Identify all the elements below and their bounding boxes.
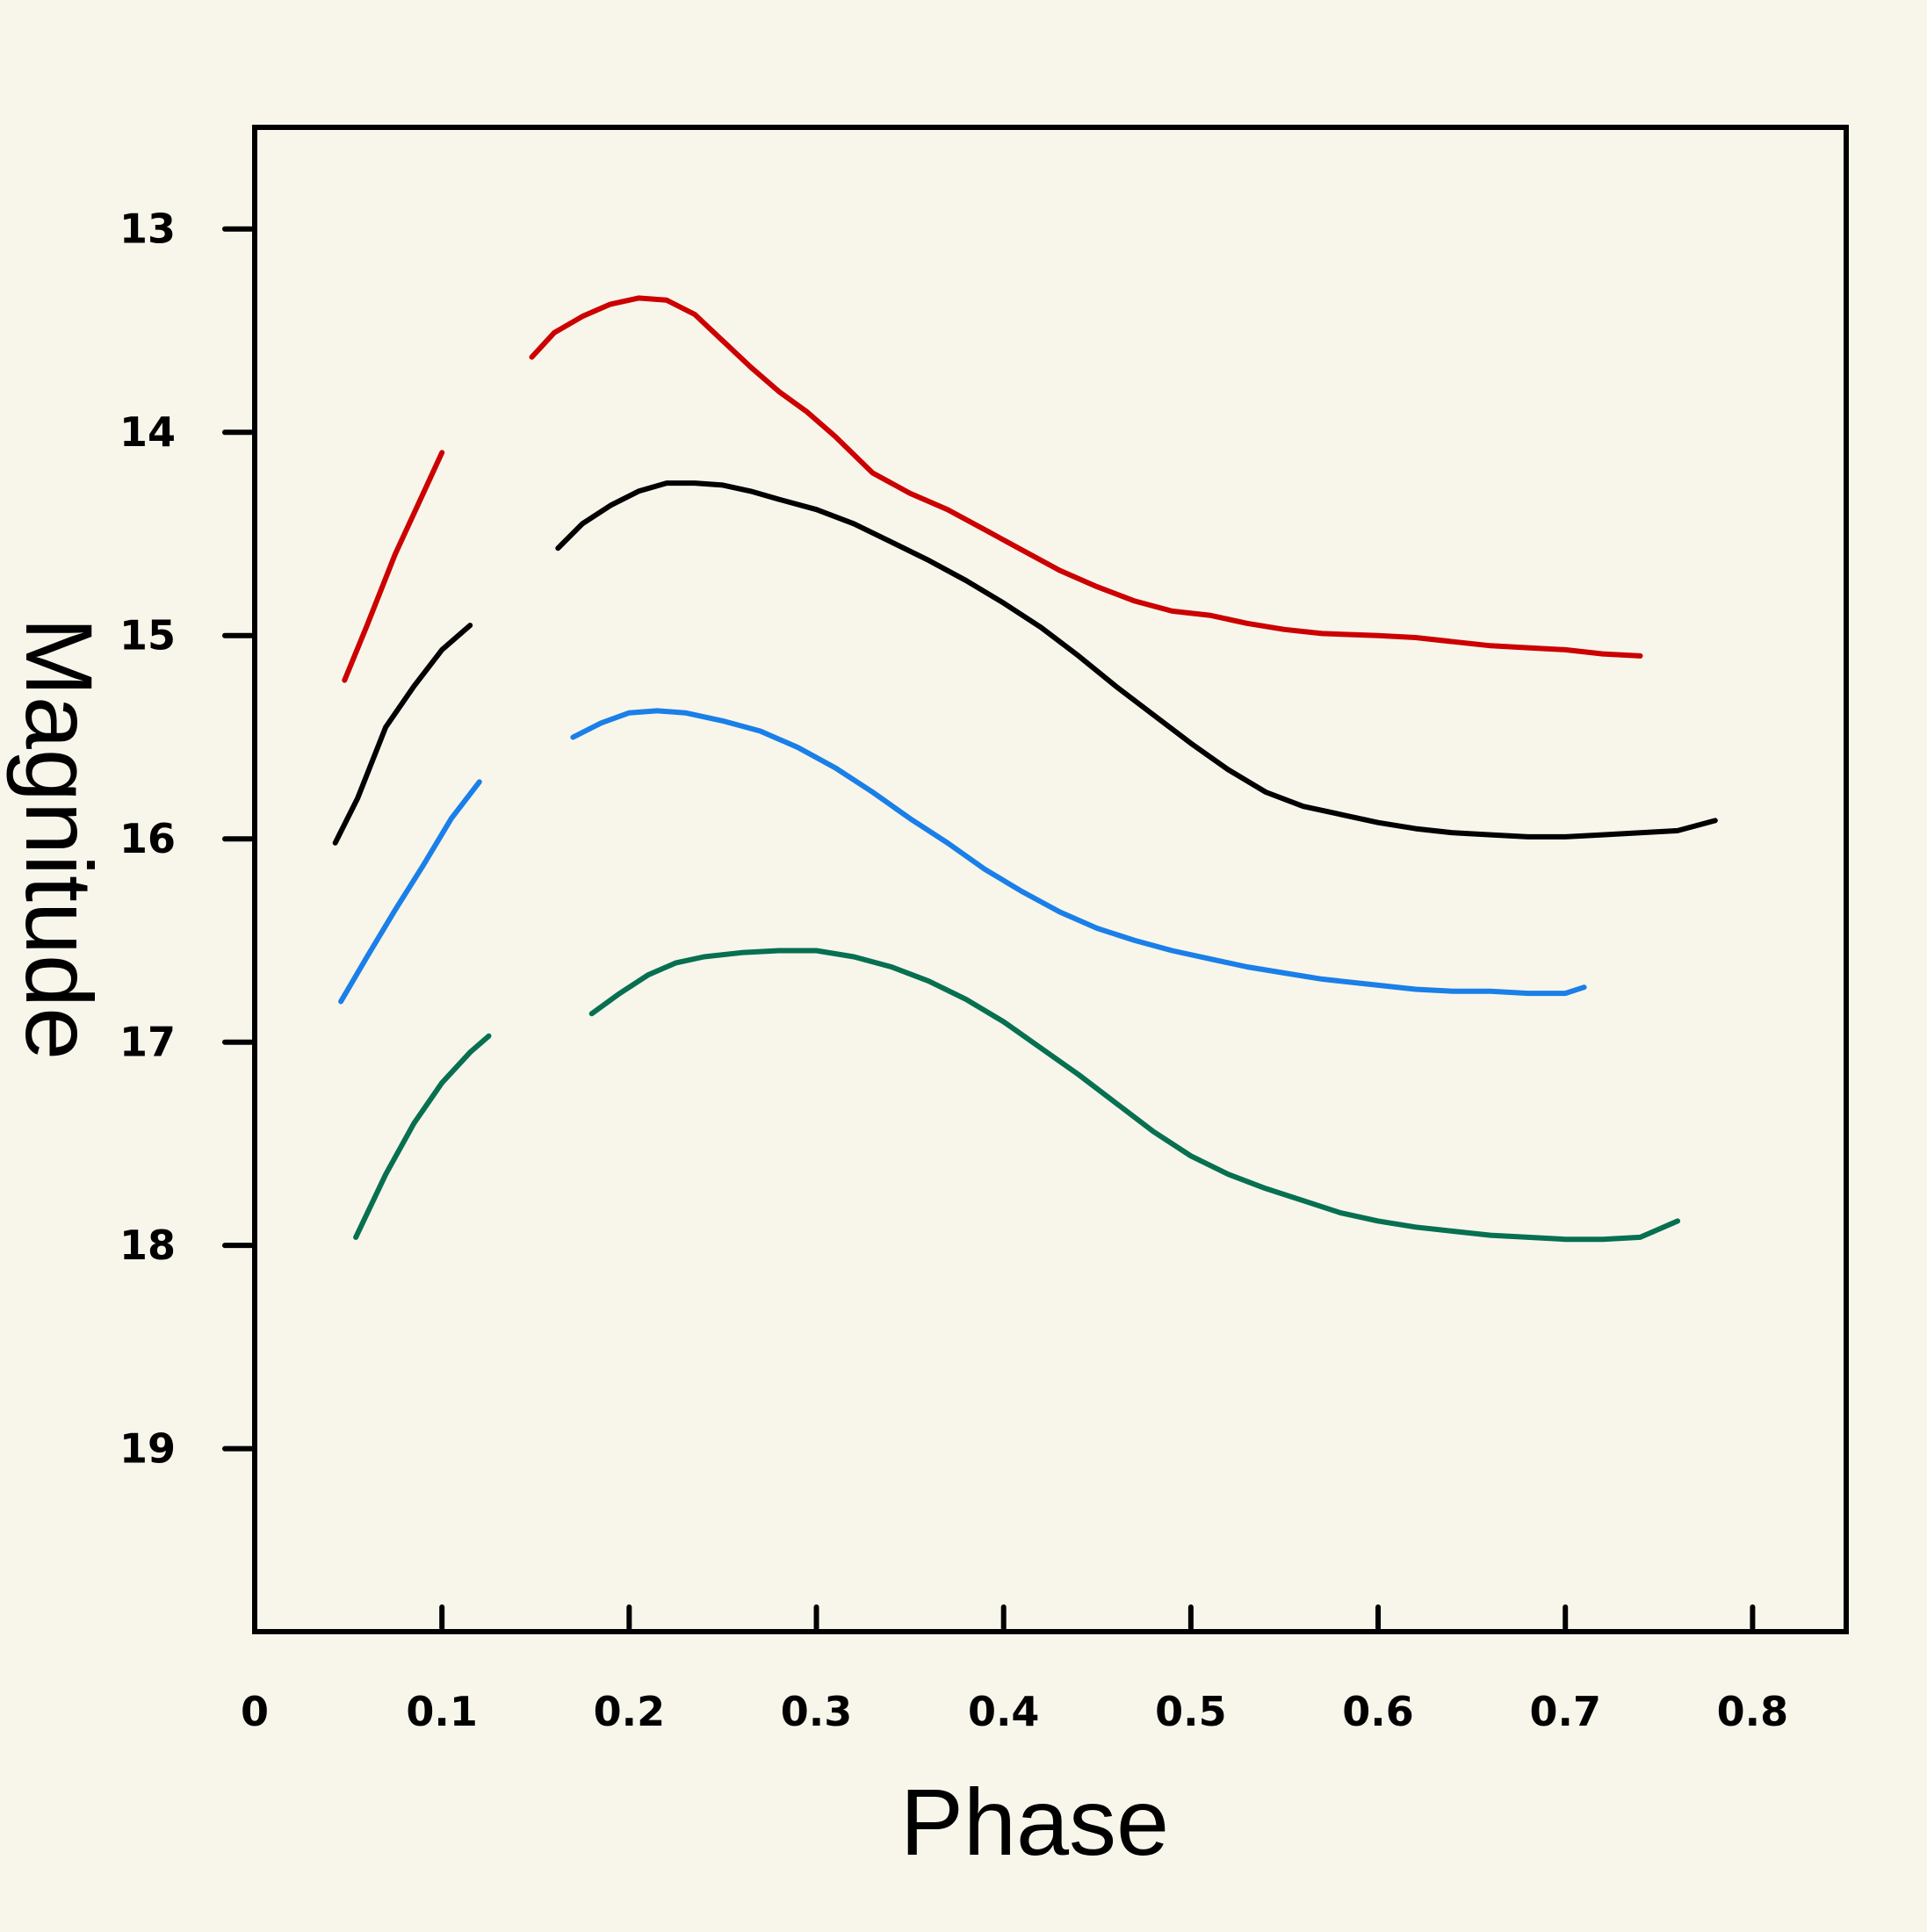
plot-area bbox=[252, 125, 1849, 1634]
x-tick-label: 0.7 bbox=[1529, 1688, 1601, 1735]
y-tick-label: 13 bbox=[119, 205, 176, 253]
y-tick-label: 19 bbox=[119, 1425, 176, 1473]
series-1-segment-2 bbox=[529, 295, 1643, 659]
x-tick-label: 0.5 bbox=[1155, 1688, 1227, 1735]
x-tick-label: 0.1 bbox=[406, 1688, 478, 1735]
y-tick-label: 16 bbox=[119, 815, 176, 862]
series-3-segment-2 bbox=[570, 708, 1587, 997]
y-tick-label: 14 bbox=[119, 408, 176, 456]
x-tick-label: 0.6 bbox=[1342, 1688, 1414, 1735]
y-axis: 13 14 15 16 17 18 19 bbox=[119, 205, 254, 1473]
y-tick-label: 18 bbox=[119, 1222, 176, 1269]
series-layer bbox=[332, 295, 1718, 1243]
series-2-segment-1 bbox=[332, 623, 473, 846]
plot-frame bbox=[252, 125, 1849, 1634]
x-tick-label: 0.3 bbox=[781, 1688, 853, 1735]
series-1-segment-1 bbox=[342, 450, 445, 683]
series-4-segment-1 bbox=[353, 1033, 492, 1240]
x-axis: 0 0.1 0.2 0.3 0.4 0.5 0.6 0.7 0.8 bbox=[241, 1604, 1789, 1735]
x-tick-label: 0.4 bbox=[968, 1688, 1040, 1735]
y-axis-label: Magnitude bbox=[6, 617, 112, 1060]
x-tick-label: 0.2 bbox=[594, 1688, 666, 1735]
series-2-segment-2 bbox=[555, 480, 1718, 840]
series-3-segment-1 bbox=[338, 779, 482, 1005]
x-tick-label: 0.8 bbox=[1717, 1688, 1789, 1735]
series-4-segment-2 bbox=[588, 948, 1681, 1243]
x-tick-label: 0 bbox=[241, 1688, 269, 1735]
y-tick-label: 15 bbox=[119, 612, 176, 660]
x-axis-label: Phase bbox=[900, 1769, 1169, 1875]
y-tick-label: 17 bbox=[119, 1019, 176, 1066]
